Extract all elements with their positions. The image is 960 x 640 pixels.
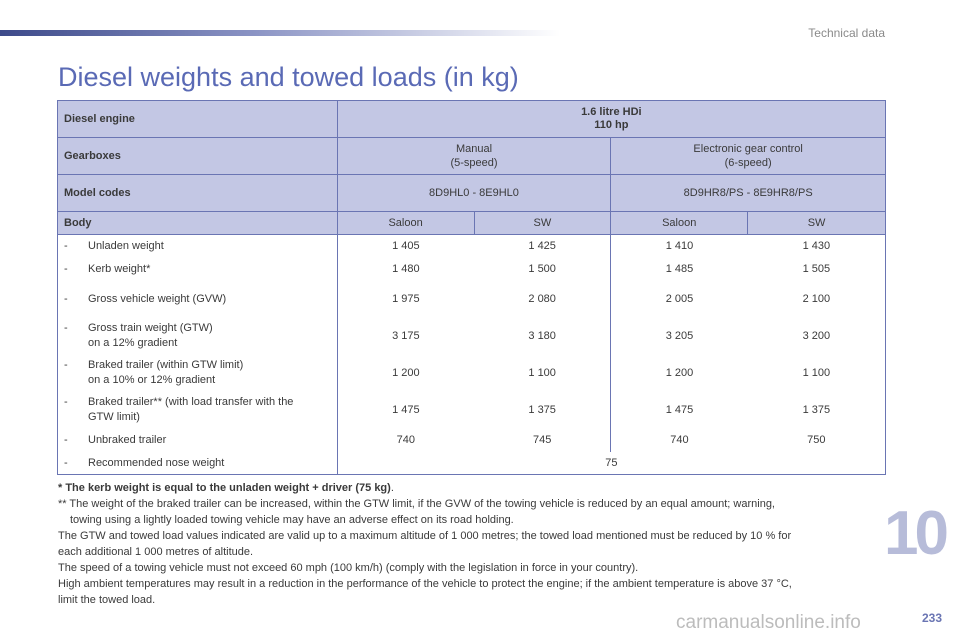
engine-value: 1.6 litre HDi 110 hp xyxy=(336,100,887,138)
engine-label: Diesel engine xyxy=(57,100,338,138)
table-cell: 1 100 xyxy=(747,354,886,392)
engine-row: Diesel engine 1.6 litre HDi 110 hp xyxy=(57,100,887,138)
weights-table: Diesel engine 1.6 litre HDi 110 hp Gearb… xyxy=(57,100,887,475)
body-cell: Saloon xyxy=(610,211,749,235)
body-cell: Saloon xyxy=(336,211,475,235)
table-cell: 1 425 xyxy=(528,240,556,253)
row-sublabel: on a 12% gradient xyxy=(88,337,178,349)
row-label: Unbraked trailer xyxy=(88,434,167,446)
body-label: Body xyxy=(57,211,338,235)
model-manual: 8D9HL0 - 8E9HL0 xyxy=(336,174,612,212)
table-cell: 3 175 xyxy=(392,330,420,342)
note-speed: The speed of a towing vehicle must not e… xyxy=(58,562,639,574)
watermark: carmanualsonline.info xyxy=(676,612,861,633)
row-label: Braked trailer** (with load transfer wit… xyxy=(88,396,294,408)
footnotes: * The kerb weight is equal to the unlade… xyxy=(58,480,878,608)
table-cell: 1 410 xyxy=(610,234,748,258)
note-altitude-cont: each additional 1 000 metres of altitude… xyxy=(58,546,254,558)
table-row: - Unbraked trailer 740 745 740 750 xyxy=(57,428,886,452)
table-cell: 1 200 xyxy=(392,367,420,379)
table-cell: 745 xyxy=(532,434,552,446)
footnote-braked-cont: towing using a lightly loaded towing veh… xyxy=(70,514,514,526)
table-cell: 2 005 xyxy=(610,280,748,318)
table-row: - Braked trailer** (with load transfer wi… xyxy=(57,391,886,429)
body-row: Body Saloon SW Saloon SW xyxy=(57,211,886,235)
row-label: Unladen weight xyxy=(88,240,164,253)
table-cell: 1 475 xyxy=(392,404,420,416)
table-row: - Gross vehicle weight (GVW) 1 975 2 080 … xyxy=(57,280,886,318)
body-cell: SW xyxy=(473,211,612,235)
table-cell: 1 975 xyxy=(392,293,420,305)
note-temperature-cont: limit the towed load. xyxy=(58,594,156,606)
table-row: - Unladen weight 1 405 1 425 1 410 1 430 xyxy=(57,234,886,258)
row-label: Kerb weight* xyxy=(88,263,151,275)
table-cell: 1 480 xyxy=(392,263,420,275)
header-accent-bar xyxy=(0,30,560,36)
table-cell: 1 505 xyxy=(747,257,886,281)
row-label: Braked trailer (within GTW limit) xyxy=(88,359,244,371)
row-sublabel: on a 10% or 12% gradient xyxy=(88,374,216,386)
table-cell: 740 xyxy=(396,434,415,446)
footnote-braked: ** The weight of the braked trailer can … xyxy=(58,498,775,510)
table-cell: 1 500 xyxy=(528,263,556,275)
table-cell: 1 375 xyxy=(528,404,556,416)
table-cell: 3 200 xyxy=(747,317,886,355)
table-cell: 1 200 xyxy=(610,354,748,392)
table-cell: 1 100 xyxy=(528,367,556,379)
table-cell: 750 xyxy=(747,428,886,452)
table-cell: 2 100 xyxy=(747,280,886,318)
gearbox-auto: Electronic gear control (6-speed) xyxy=(610,137,886,175)
section-label: Technical data xyxy=(808,26,885,40)
row-label: Recommended nose weight xyxy=(88,456,225,469)
gearbox-manual: Manual (5-speed) xyxy=(336,137,612,175)
chapter-number: 10 xyxy=(884,499,949,568)
table-cell: 1 485 xyxy=(610,257,748,281)
gearbox-row: Gearboxes Manual (5-speed) Electronic ge… xyxy=(57,137,886,175)
table-row: - Kerb weight* 1 480 1 500 1 485 1 505 xyxy=(57,257,886,281)
note-temperature: High ambient temperatures may result in … xyxy=(58,578,792,590)
page-number: 233 xyxy=(921,611,942,625)
table-cell: 75 xyxy=(337,451,887,475)
table-cell: 1 405 xyxy=(392,240,420,253)
model-row: Model codes 8D9HL0 - 8E9HL0 8D9HR8/PS - … xyxy=(57,174,886,212)
table-cell: 3 180 xyxy=(528,330,556,342)
table-cell: 1 475 xyxy=(610,391,748,429)
note-altitude: The GTW and towed load values indicated … xyxy=(58,530,792,542)
body-cell: SW xyxy=(747,211,886,235)
page-title: Diesel weights and towed loads (in kg) xyxy=(58,62,519,92)
row-label: Gross vehicle weight (GVW) xyxy=(88,293,227,305)
table-row: - Gross train weight (GTW) on a 12% gradie… xyxy=(57,317,886,355)
model-label: Model codes xyxy=(57,174,338,212)
table-cell: 740 xyxy=(610,428,748,452)
table-cell: 2 080 xyxy=(528,293,556,305)
table-row: - Recommended nose weight 75 xyxy=(57,451,887,475)
table-cell: 1 375 xyxy=(747,391,886,429)
table-row: - Braked trailer (within GTW limit) on a 1… xyxy=(57,354,886,392)
footnote-kerb: * The kerb weight is equal to the unlade… xyxy=(58,482,394,494)
table-cell: 1 430 xyxy=(747,234,886,258)
row-sublabel: GTW limit) xyxy=(88,411,140,423)
row-label: Gross train weight (GTW) xyxy=(88,322,213,334)
gearbox-label: Gearboxes xyxy=(57,137,338,175)
table-cell: 3 205 xyxy=(610,317,748,355)
model-auto: 8D9HR8/PS - 8E9HR8/PS xyxy=(610,174,886,212)
